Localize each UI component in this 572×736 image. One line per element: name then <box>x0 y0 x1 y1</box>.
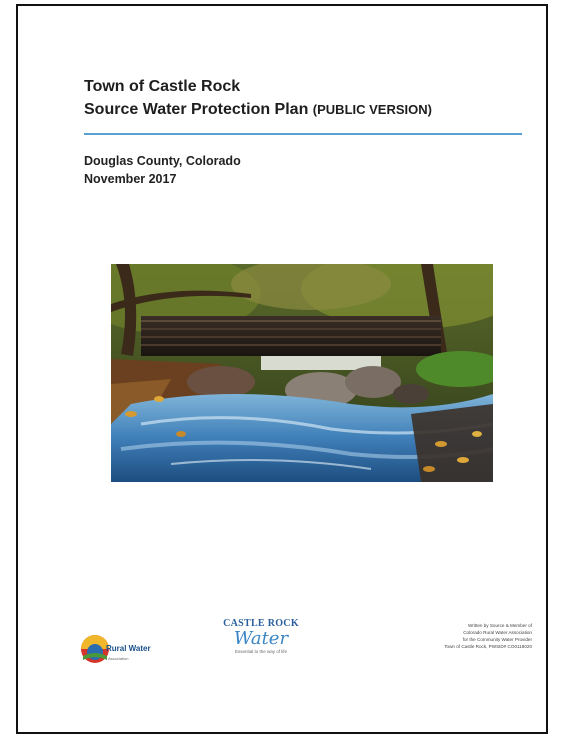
subtitle-suffix: (PUBLIC VERSION) <box>312 102 432 117</box>
credit-line: for the Community Water Provider <box>462 637 532 642</box>
castle-rock-tagline: Essential to the way of life <box>234 649 288 654</box>
document-page: Town of Castle Rock Source Water Protect… <box>16 4 548 734</box>
title-divider <box>84 133 522 135</box>
title-block: Town of Castle Rock Source Water Protect… <box>84 76 524 122</box>
logo-row: Rural Water Association CASTLE ROCK Wate… <box>78 612 538 672</box>
location-text: Douglas County, Colorado <box>84 154 241 168</box>
credit-block: Written by Source & Member of Colorado R… <box>372 622 532 650</box>
rural-water-emblem-icon <box>81 635 109 663</box>
rural-water-name: Rural Water <box>106 644 151 653</box>
subtitle-main: Source Water Protection Plan <box>84 101 309 118</box>
cover-photo <box>111 264 493 482</box>
credit-line: Written by Source & Member of <box>468 623 532 628</box>
castle-rock-water-word: Water <box>233 628 289 649</box>
rural-water-logo: Rural Water Association <box>78 632 188 672</box>
date-text: November 2017 <box>84 172 177 186</box>
credit-line: Colorado Rural Water Association <box>463 630 532 635</box>
location-date-block: Douglas County, Colorado November 2017 <box>84 152 241 188</box>
castle-rock-wordmark: CASTLE ROCK <box>223 618 299 629</box>
document-title: Town of Castle Rock <box>84 78 241 95</box>
credit-line: Town of Castle Rock, PWSID# CO0118020 <box>444 644 532 649</box>
castle-rock-water-logo: CASTLE ROCK Water Essential to the way o… <box>206 618 316 670</box>
creek-bridge-photo <box>111 264 493 482</box>
rural-water-sub: Association <box>108 656 129 661</box>
document-subtitle: Source Water Protection Plan (PUBLIC VER… <box>84 98 524 122</box>
